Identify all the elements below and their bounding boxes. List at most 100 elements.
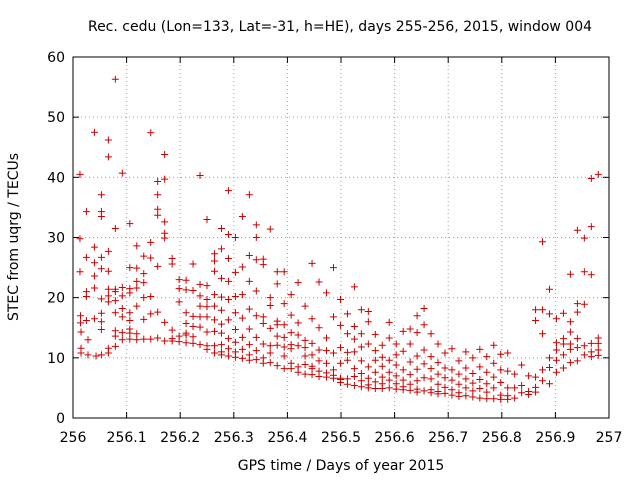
- data-point: [203, 215, 211, 223]
- data-point: [97, 253, 105, 261]
- data-point: [434, 340, 442, 348]
- data-point: [111, 309, 119, 317]
- data-point: [203, 313, 211, 321]
- data-point: [140, 335, 148, 343]
- data-point: [566, 359, 574, 367]
- data-point: [455, 380, 463, 388]
- data-point: [518, 361, 526, 369]
- data-point: [315, 372, 323, 380]
- data-point: [211, 267, 219, 275]
- data-point: [469, 387, 477, 395]
- data-point: [573, 226, 581, 234]
- data-point: [392, 351, 400, 359]
- data-point: [273, 268, 281, 276]
- data-point: [469, 354, 477, 362]
- data-point: [90, 128, 98, 136]
- data-point: [203, 282, 211, 290]
- data-point: [378, 353, 386, 361]
- data-point: [483, 388, 491, 396]
- data-point: [224, 352, 232, 360]
- data-point: [323, 373, 331, 381]
- data-point: [76, 268, 84, 276]
- x-tick-label: 256.2: [160, 430, 200, 446]
- data-point: [420, 360, 428, 368]
- data-point: [336, 379, 344, 387]
- data-point: [217, 351, 225, 359]
- data-point: [252, 356, 260, 364]
- data-point: [343, 330, 351, 338]
- data-point: [224, 345, 232, 353]
- data-point: [133, 284, 141, 292]
- data-point: [350, 348, 358, 356]
- data-point: [211, 327, 219, 335]
- data-point: [350, 335, 358, 343]
- data-point: [490, 359, 498, 367]
- data-point: [455, 370, 463, 378]
- data-point: [259, 313, 267, 321]
- data-point: [97, 351, 105, 359]
- data-point: [518, 389, 526, 397]
- data-point: [238, 263, 246, 271]
- data-point: [315, 357, 323, 365]
- data-point: [434, 370, 442, 378]
- data-point: [211, 250, 219, 258]
- x-tick-label: 256.6: [375, 430, 415, 446]
- x-tick-label: 256.9: [535, 430, 575, 446]
- data-point: [211, 349, 219, 357]
- data-point: [97, 309, 105, 317]
- data-point: [76, 170, 84, 178]
- data-point: [315, 278, 323, 286]
- data-point: [84, 336, 92, 344]
- data-point: [168, 337, 176, 345]
- data-point: [399, 347, 407, 355]
- data-point: [203, 303, 211, 311]
- data-point: [76, 235, 84, 243]
- data-point: [511, 394, 519, 402]
- data-point: [147, 238, 155, 246]
- data-point: [211, 342, 219, 350]
- data-point: [462, 375, 470, 383]
- data-point: [196, 280, 204, 288]
- data-point: [97, 326, 105, 334]
- data-point: [217, 274, 225, 282]
- data-point: [294, 342, 302, 350]
- data-point: [308, 371, 316, 379]
- data-point: [259, 359, 267, 367]
- data-point: [189, 323, 197, 331]
- data-point: [266, 294, 274, 302]
- data-point: [259, 261, 267, 269]
- data-point: [364, 340, 372, 348]
- data-point: [147, 254, 155, 262]
- data-point: [587, 175, 595, 183]
- data-point: [476, 385, 484, 393]
- data-point: [175, 285, 183, 293]
- data-point: [525, 391, 533, 399]
- data-point: [476, 363, 484, 371]
- data-point: [329, 349, 337, 357]
- data-point: [399, 327, 407, 335]
- data-point: [90, 243, 98, 251]
- data-point: [594, 339, 602, 347]
- data-point: [245, 341, 253, 349]
- data-point: [182, 320, 190, 328]
- data-point: [559, 340, 567, 348]
- data-point: [154, 334, 162, 342]
- data-point: [90, 272, 98, 280]
- data-point: [140, 270, 148, 278]
- data-point: [126, 317, 134, 325]
- data-point: [350, 365, 358, 373]
- data-point: [343, 356, 351, 364]
- data-point: [252, 234, 260, 241]
- data-point: [441, 383, 449, 391]
- data-point: [238, 212, 246, 220]
- data-point: [573, 344, 581, 352]
- data-point: [189, 286, 197, 294]
- x-tick-label: 256: [60, 430, 87, 446]
- data-point: [504, 367, 512, 375]
- data-point: [126, 289, 134, 297]
- data-point: [406, 371, 414, 379]
- data-point: [217, 245, 225, 253]
- data-point: [161, 175, 169, 183]
- data-point: [217, 293, 225, 301]
